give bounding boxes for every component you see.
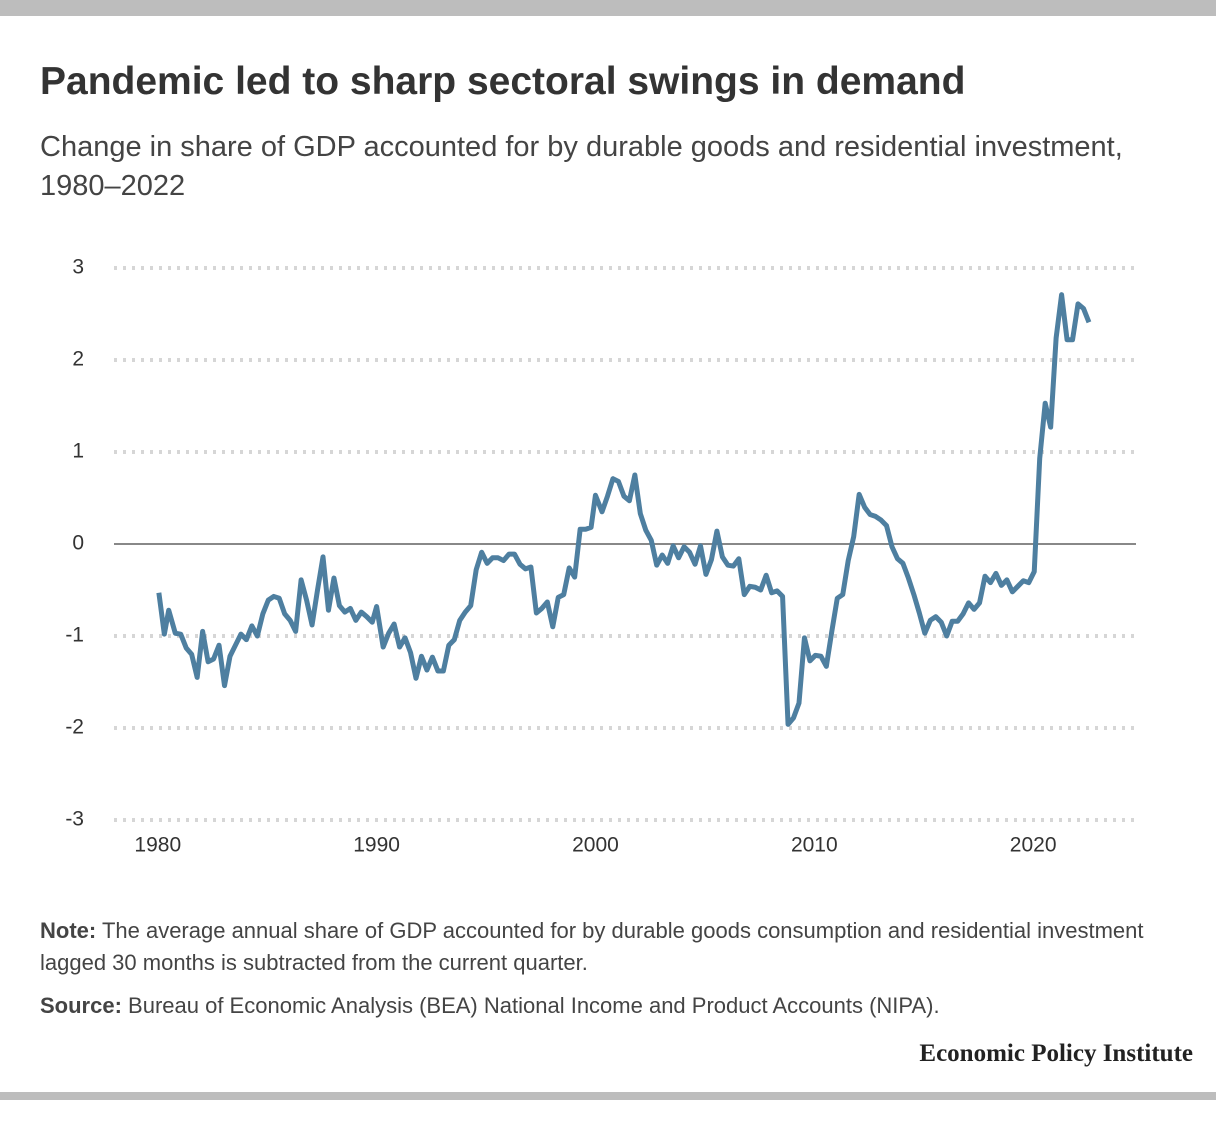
note: Note: The average annual share of GDP ac…: [40, 915, 1180, 979]
data-line: [156, 292, 1092, 727]
x-tick-label: 2000: [572, 834, 619, 857]
source: Source: Bureau of Economic Analysis (BEA…: [40, 990, 940, 1022]
x-tick-label: 2020: [1010, 834, 1057, 857]
note-label: Note:: [40, 918, 97, 943]
y-tick-label: 1: [72, 440, 84, 463]
x-tick-label: 1990: [353, 834, 400, 857]
x-tick-label: 2010: [791, 834, 838, 857]
y-tick-label: -3: [65, 808, 84, 831]
x-tick-label: 1980: [134, 834, 181, 857]
top-bar: [0, 0, 1216, 16]
chart-subtitle: Change in share of GDP accounted for by …: [40, 131, 1123, 202]
y-tick-label: -1: [65, 624, 84, 647]
y-tick-label: -2: [65, 716, 84, 739]
note-text: The average annual share of GDP accounte…: [40, 918, 1144, 975]
y-tick-label: 3: [72, 256, 84, 279]
chart: -3 -2 -1 0 1 2 3 1980 1990 2000 2010 2020: [65, 256, 1136, 857]
bottom-bar: [0, 1092, 1216, 1100]
y-tick-label: 2: [72, 348, 84, 371]
chart-title: Pandemic led to sharp sectoral swings in…: [40, 60, 966, 103]
brand: Economic Policy Institute: [919, 1040, 1193, 1067]
source-text: Bureau of Economic Analysis (BEA) Nation…: [128, 993, 940, 1018]
y-tick-label: 0: [72, 532, 84, 555]
source-label: Source:: [40, 993, 122, 1018]
